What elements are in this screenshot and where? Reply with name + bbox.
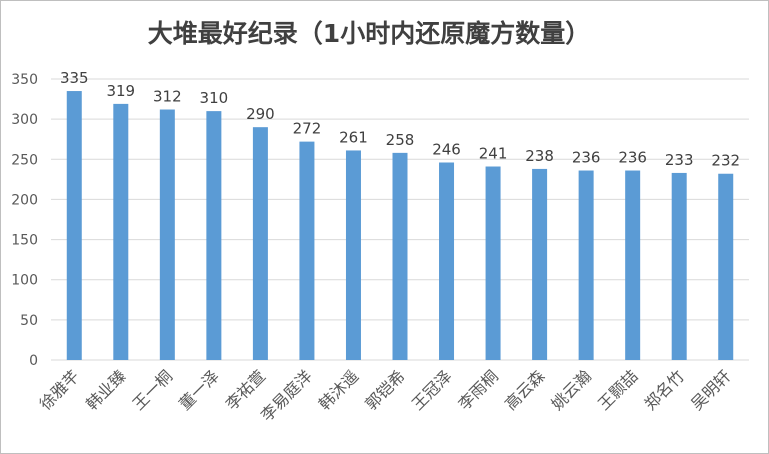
x-category-label: 王一桐 — [129, 366, 176, 413]
data-label: 261 — [339, 128, 368, 146]
data-labels: 335 319 312 310 290 272 261 258 246 241 238 236 236 2… — [60, 69, 740, 170]
y-tick-label: 50 — [20, 313, 38, 329]
x-category-label: 徐雅芊 — [36, 366, 83, 413]
y-tick-label: 0 — [29, 353, 38, 369]
bar — [485, 166, 501, 360]
bar — [439, 162, 455, 360]
bar — [671, 172, 687, 360]
data-label: 319 — [106, 82, 135, 100]
data-label: 232 — [711, 152, 740, 170]
x-category-label: 王冠泽 — [408, 366, 455, 413]
bars — [66, 91, 734, 361]
data-label: 312 — [153, 88, 182, 106]
data-label: 258 — [386, 131, 415, 149]
bar — [66, 91, 82, 361]
y-tick-label: 200 — [11, 192, 38, 208]
y-tick-label: 300 — [11, 112, 38, 128]
bar — [578, 170, 594, 360]
bar — [718, 173, 734, 360]
data-label: 290 — [246, 105, 275, 123]
x-category-label: 李雨桐 — [455, 366, 502, 413]
bar — [159, 109, 175, 360]
bar — [299, 141, 315, 360]
data-label: 236 — [572, 149, 601, 167]
x-category-label: 董一泽 — [175, 366, 222, 413]
y-tick-label: 100 — [11, 273, 38, 289]
bar — [206, 111, 222, 360]
data-label: 272 — [293, 120, 322, 138]
y-tick-label: 250 — [11, 152, 38, 168]
x-category-label: 韩沐遥 — [315, 366, 362, 413]
data-label: 335 — [60, 69, 89, 87]
bar — [113, 103, 129, 360]
chart-title: 大堆最好纪录（1小时内还原魔方数量） — [148, 19, 590, 48]
x-category-label: 王颢喆 — [594, 366, 641, 413]
data-label: 241 — [479, 145, 508, 163]
x-category-label: 郑名竹 — [641, 366, 688, 413]
bar — [345, 150, 361, 360]
bar — [252, 127, 268, 361]
data-label: 246 — [432, 140, 461, 158]
bar — [532, 168, 548, 360]
x-category-label: 韩业臻 — [82, 366, 129, 413]
data-label: 236 — [618, 149, 647, 167]
data-label: 310 — [200, 89, 229, 107]
bar — [625, 170, 641, 360]
y-axis-tick-labels: 0 50 100 150 200 250 300 350 — [11, 72, 38, 369]
x-category-label: 高云森 — [501, 366, 548, 413]
y-tick-label: 350 — [11, 72, 38, 88]
x-category-label: 吴明轩 — [687, 366, 734, 413]
x-category-label: 李易庭洋 — [257, 366, 316, 425]
x-category-label: 姚云瀚 — [548, 366, 595, 413]
bar — [392, 152, 408, 360]
data-label: 238 — [525, 147, 554, 165]
data-label: 233 — [665, 151, 694, 169]
y-tick-label: 150 — [11, 233, 38, 249]
x-category-label: 郭铠希 — [361, 366, 408, 413]
